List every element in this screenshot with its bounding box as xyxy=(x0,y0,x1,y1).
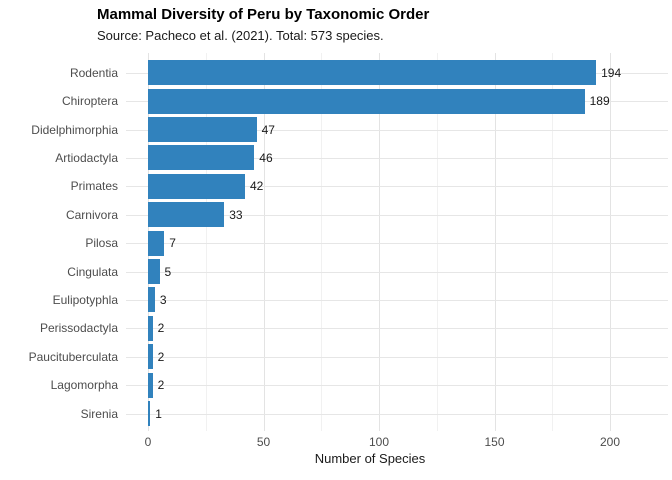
bar-didelphimorphia xyxy=(148,117,257,142)
bar-value-label: 46 xyxy=(259,150,273,165)
chart-subtitle: Source: Pacheco et al. (2021). Total: 57… xyxy=(97,28,384,43)
bar-value-label: 7 xyxy=(169,236,176,251)
gridline-major-x-50 xyxy=(263,53,265,431)
gridline-minor-x-125 xyxy=(436,53,438,431)
x-axis-tick-label-50: 50 xyxy=(256,435,271,449)
y-axis-label-artiodactyla: Artiodactyla xyxy=(55,150,118,165)
y-axis-label-perissodactyla: Perissodactyla xyxy=(39,321,118,336)
bar-value-label: 194 xyxy=(601,65,622,80)
bar-pilosa xyxy=(148,230,165,256)
bar-value-label: 5 xyxy=(164,264,172,279)
gridline-row xyxy=(126,186,668,188)
bar-value-label: 2 xyxy=(157,321,165,336)
gridline-row xyxy=(126,356,668,358)
y-axis-label-lagomorpha: Lagomorpha xyxy=(50,378,118,393)
bar-eulipotyphla xyxy=(148,287,155,313)
bar-value-label: 189 xyxy=(589,94,610,109)
bar-perissodactyla xyxy=(148,315,153,341)
y-axis-label-rodentia: Rodentia xyxy=(69,65,118,80)
y-axis-label-didelphimorphia: Didelphimorphia xyxy=(31,122,118,137)
bar-primates xyxy=(148,173,245,199)
bar-sirenia xyxy=(148,401,151,426)
gridline-row xyxy=(126,385,668,387)
bar-value-label: 2 xyxy=(157,349,165,364)
gridline-row xyxy=(126,214,668,216)
x-axis-tick-label-0: 0 xyxy=(144,435,152,449)
bar-value-label: 3 xyxy=(159,292,167,307)
x-axis-tick-label-200: 200 xyxy=(599,435,621,449)
gridline-major-x-150 xyxy=(494,53,496,431)
x-axis-tick-label-150: 150 xyxy=(484,435,505,449)
y-axis-label-chiroptera: Chiroptera xyxy=(61,94,118,109)
bar-carnivora xyxy=(148,202,225,228)
bar-value-label: 2 xyxy=(157,378,165,393)
y-axis-label-carnivora: Carnivora xyxy=(65,207,118,222)
y-axis-label-cingulata: Cingulata xyxy=(67,264,118,279)
gridline-minor-x-75 xyxy=(321,53,323,431)
bar-cingulata xyxy=(148,259,160,284)
bar-lagomorpha xyxy=(148,372,153,398)
gridline-major-x-200 xyxy=(610,53,611,431)
y-axis-label-paucituberculata: Paucituberculata xyxy=(28,349,118,364)
x-axis-title: Number of Species xyxy=(314,451,426,466)
y-axis-label-primates: Primates xyxy=(70,179,118,194)
gridline-row xyxy=(126,129,668,131)
gridline-row xyxy=(126,243,668,245)
x-axis-tick-label-100: 100 xyxy=(368,435,390,449)
gridline-minor-x-175 xyxy=(552,53,554,431)
bar-rodentia xyxy=(148,60,597,86)
y-axis-label-sirenia: Sirenia xyxy=(80,406,118,421)
gridline-row xyxy=(126,328,668,330)
bar-paucituberculata xyxy=(148,344,153,370)
gridline-row xyxy=(126,157,668,159)
bar-value-label: 47 xyxy=(261,122,275,137)
plot-panel: 194 189 47 46 42 33 7 5 3 2 2 2 1 xyxy=(126,53,668,431)
bar-artiodactyla xyxy=(148,145,255,171)
gridline-row xyxy=(126,271,668,273)
bar-value-label: 1 xyxy=(155,406,162,421)
bar-value-label: 42 xyxy=(250,179,264,194)
gridline-minor-x-25 xyxy=(205,53,207,431)
bar-chiroptera xyxy=(148,88,585,114)
y-axis-label-eulipotyphla: Eulipotyphla xyxy=(52,292,118,307)
gridline-row xyxy=(126,413,668,415)
chart-title: Mammal Diversity of Peru by Taxonomic Or… xyxy=(97,6,430,23)
gridline-row xyxy=(126,299,668,301)
y-axis-label-pilosa: Pilosa xyxy=(85,236,118,251)
bar-value-label: 33 xyxy=(229,207,243,222)
gridline-major-x-100 xyxy=(379,53,380,431)
